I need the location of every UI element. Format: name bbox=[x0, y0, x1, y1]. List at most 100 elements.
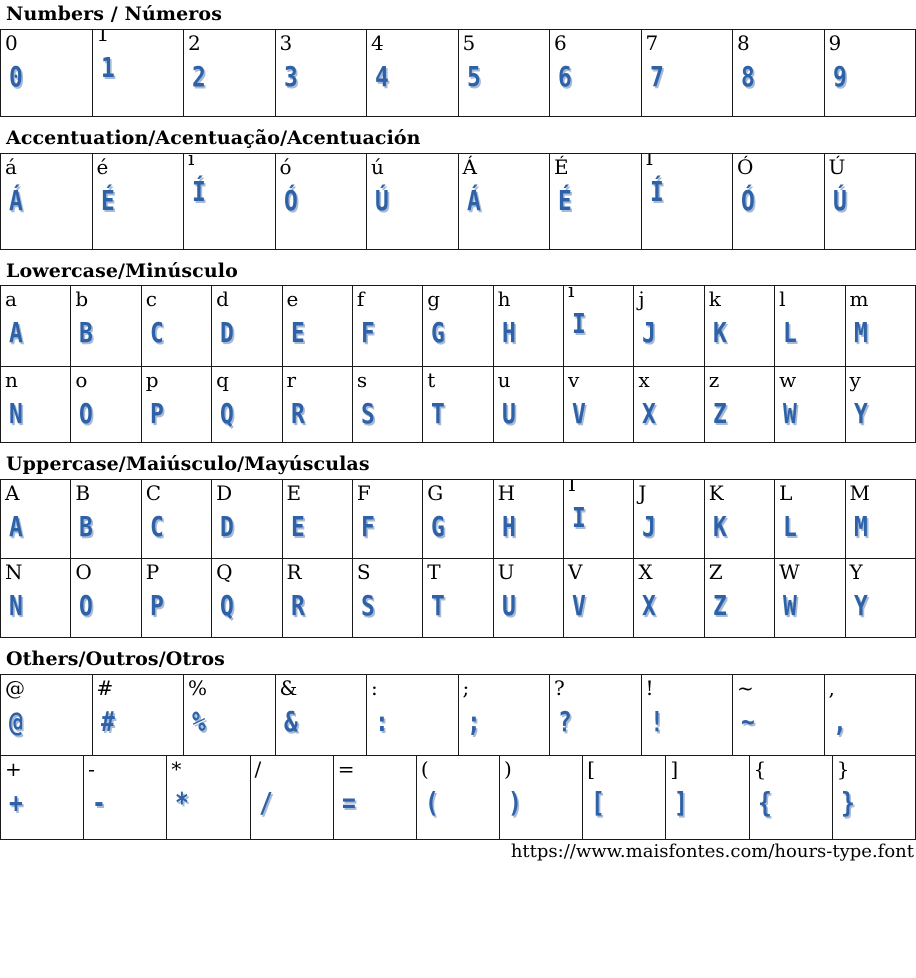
styled-glyph: # bbox=[100, 704, 115, 738]
plain-char: A bbox=[5, 481, 20, 506]
styled-glyph-wrap: O bbox=[72, 392, 140, 432]
plain-char: h bbox=[497, 287, 511, 312]
plain-char: ó bbox=[279, 154, 292, 179]
styled-glyph: Á bbox=[9, 183, 23, 217]
plain-char: & bbox=[279, 675, 298, 700]
plain-char: P bbox=[145, 560, 160, 585]
plain-char: w bbox=[779, 368, 797, 393]
styled-glyph-wrap: V bbox=[565, 392, 633, 432]
styled-glyph: É bbox=[100, 183, 115, 217]
styled-glyph-wrap: L bbox=[776, 505, 844, 545]
styled-glyph: 4 bbox=[375, 59, 389, 93]
styled-glyph: K bbox=[712, 510, 727, 544]
plain-char: ~ bbox=[737, 675, 754, 700]
glyph-cell: %% bbox=[183, 673, 276, 756]
styled-glyph-wrap: % bbox=[184, 700, 274, 740]
styled-glyph-wrap: É bbox=[550, 179, 640, 219]
section-numbers: Numbers / Números 0 0 1 1 2 2 3 3 4 4 5 5 6 6 7 7 8 8 9 9 bbox=[0, 3, 916, 117]
styled-glyph-wrap: Á bbox=[1, 179, 91, 219]
glyph-table-others-row2: + + - - * * / / = =(())[[]]{{}} bbox=[0, 754, 916, 840]
styled-glyph: G bbox=[431, 316, 446, 350]
styled-glyph-wrap: 5 bbox=[459, 55, 549, 95]
plain-char: 8 bbox=[737, 30, 750, 55]
plain-char: : bbox=[371, 675, 378, 700]
styled-glyph-wrap: G bbox=[424, 311, 492, 351]
styled-glyph-wrap: A bbox=[2, 311, 70, 351]
styled-glyph: J bbox=[642, 510, 657, 544]
plain-char: Ú bbox=[828, 154, 846, 179]
styled-glyph: ; bbox=[466, 704, 481, 738]
styled-glyph: A bbox=[9, 316, 23, 350]
styled-glyph-wrap: K bbox=[705, 311, 773, 351]
styled-glyph: E bbox=[290, 316, 305, 350]
styled-glyph-wrap: X bbox=[635, 584, 703, 624]
plain-char: x bbox=[638, 368, 650, 393]
plain-char: @ bbox=[5, 675, 25, 700]
styled-glyph-wrap: 2 bbox=[184, 55, 274, 95]
styled-glyph: 7 bbox=[649, 59, 664, 93]
styled-glyph-wrap: ! bbox=[642, 700, 732, 740]
styled-glyph: 8 bbox=[741, 59, 755, 93]
plain-char: N bbox=[5, 560, 23, 585]
styled-glyph-wrap: M bbox=[846, 505, 915, 545]
plain-char: k bbox=[708, 287, 721, 312]
styled-glyph-wrap: W bbox=[776, 584, 844, 624]
styled-glyph: + bbox=[9, 785, 23, 819]
styled-glyph-wrap: Y bbox=[846, 392, 915, 432]
styled-glyph-wrap: { bbox=[750, 781, 831, 821]
styled-glyph-wrap: R bbox=[283, 392, 351, 432]
styled-glyph: { bbox=[757, 785, 772, 819]
styled-glyph-wrap: @ bbox=[1, 700, 91, 740]
styled-glyph: A bbox=[9, 510, 23, 544]
styled-glyph: 9 bbox=[832, 59, 847, 93]
glyph-cell: / / bbox=[249, 754, 334, 840]
plain-char: v bbox=[568, 368, 580, 393]
glyph-table-others-row1: @ @ # #%% & &::;;??!! ~ ~,, bbox=[0, 673, 916, 756]
plain-char: p bbox=[145, 368, 159, 393]
styled-glyph-wrap: B bbox=[72, 311, 140, 351]
glyph-cell: -- bbox=[83, 754, 168, 840]
plain-char: 4 bbox=[371, 30, 384, 55]
plain-char: { bbox=[753, 756, 767, 781]
plain-char: Y bbox=[849, 560, 863, 585]
plain-char: U bbox=[497, 560, 515, 585]
plain-char: / bbox=[254, 756, 262, 781]
styled-glyph: Ú bbox=[375, 183, 389, 217]
styled-glyph: J bbox=[642, 316, 657, 350]
styled-glyph: ) bbox=[508, 785, 522, 819]
styled-glyph-wrap: I bbox=[565, 496, 633, 536]
glyph-cell: @ @ bbox=[0, 673, 93, 756]
plain-char: G bbox=[427, 481, 444, 506]
plain-char: l bbox=[779, 287, 786, 312]
plain-char: , bbox=[828, 675, 835, 700]
styled-glyph: Z bbox=[712, 589, 727, 623]
plain-char: J bbox=[638, 481, 647, 506]
styled-glyph-wrap: P bbox=[142, 584, 210, 624]
plain-char: S bbox=[356, 560, 371, 585]
plain-char: 3 bbox=[279, 30, 293, 55]
styled-glyph: Y bbox=[853, 397, 868, 431]
styled-glyph-wrap: L bbox=[776, 311, 844, 351]
styled-glyph-wrap: Ó bbox=[733, 179, 823, 219]
styled-glyph: W bbox=[783, 589, 797, 623]
styled-glyph: X bbox=[642, 589, 657, 623]
